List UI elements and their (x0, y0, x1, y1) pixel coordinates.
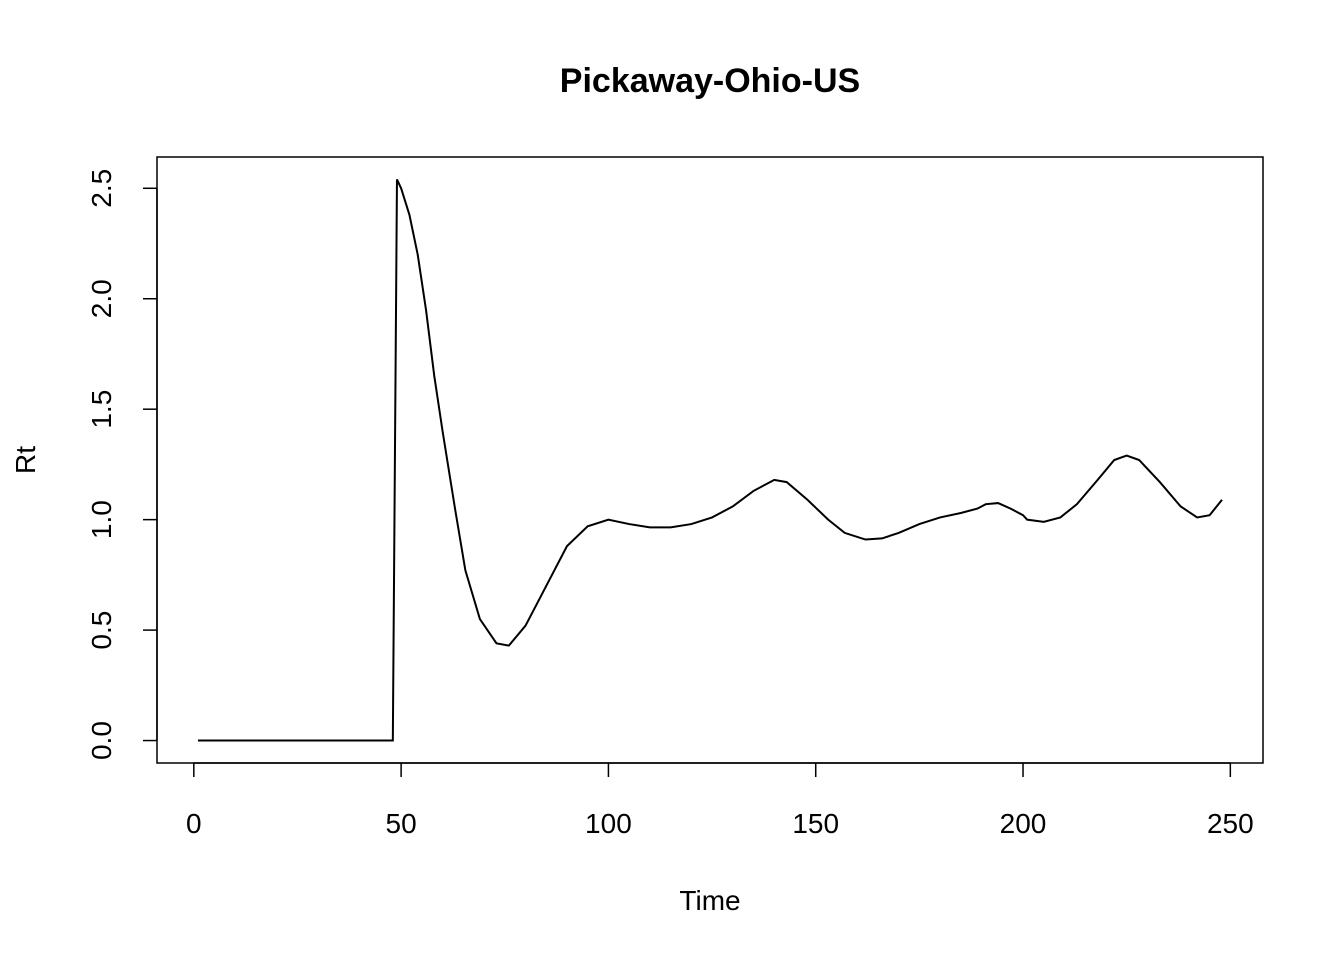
chart-title: Pickaway-Ohio-US (560, 62, 860, 100)
x-axis-label: Time (679, 885, 740, 916)
y-tick-label: 0.0 (86, 721, 117, 760)
y-tick-label: 1.0 (86, 500, 117, 539)
y-tick-label: 1.5 (86, 390, 117, 429)
y-tick-label: 2.0 (86, 279, 117, 318)
y-tick-label: 0.5 (86, 611, 117, 650)
y-tick-label: 2.5 (86, 169, 117, 208)
x-tick-label: 0 (186, 808, 202, 839)
data-line (197, 179, 1223, 742)
plot-box (156, 156, 1264, 764)
x-tick-label: 200 (1000, 808, 1047, 839)
y-axis-label: Rt (10, 446, 41, 474)
x-tick-label: 100 (585, 808, 632, 839)
x-tick-label: 50 (386, 808, 417, 839)
x-tick-label: 150 (792, 808, 839, 839)
x-tick-label: 250 (1207, 808, 1254, 839)
